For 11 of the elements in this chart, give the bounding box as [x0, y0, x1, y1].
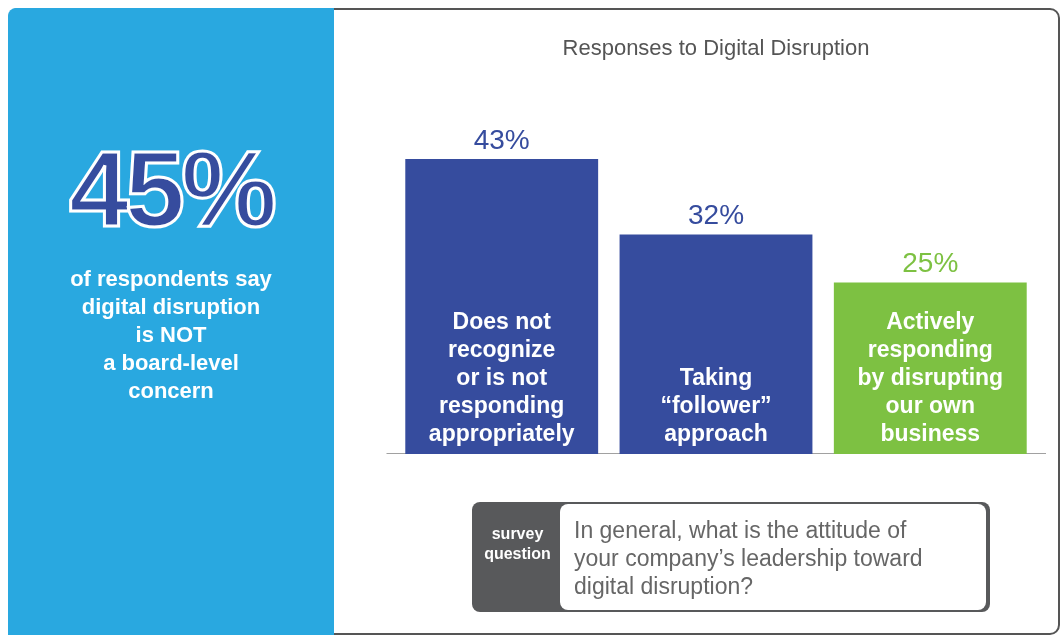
- text: 45%: [67, 127, 275, 251]
- data-label: 43%: [473, 124, 530, 155]
- text: survey question: [483, 524, 552, 564]
- text: In general, what is the attitude of your company’s leadership toward digital disruption?: [560, 504, 986, 610]
- x-tick-label: Taking “follower” approach: [660, 364, 772, 446]
- chart-title: Responses to Digital Disruption: [562, 35, 870, 60]
- data-label: 25%: [902, 247, 959, 279]
- text: of respondents say digital disruption is NOT a board-level concern: [69, 265, 273, 405]
- x-tick-label: Actively responding by disrupting our own business: [857, 308, 1004, 446]
- x-tick-label: Does not recognize or is not responding appropriately: [428, 308, 575, 446]
- data-label: 32%: [687, 199, 745, 231]
